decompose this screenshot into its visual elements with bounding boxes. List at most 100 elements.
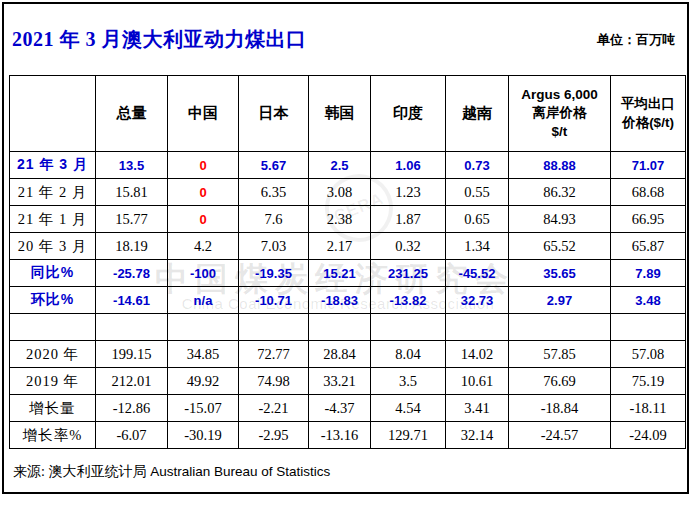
table-cell: 15.21 — [309, 260, 371, 287]
table-cell: 0.32 — [371, 233, 446, 260]
column-header: 日本 — [239, 76, 309, 152]
table-cell: 49.92 — [168, 368, 239, 395]
table-cell: 32.73 — [446, 287, 509, 314]
table-cell: 76.69 — [509, 368, 611, 395]
row-label: 21 年 3 月 — [10, 152, 96, 179]
table-cell: 231.25 — [371, 260, 446, 287]
table-cell: 88.88 — [509, 152, 611, 179]
table-cell: 129.71 — [371, 422, 446, 449]
table-row: 2019 年212.0149.9274.9833.213.510.6176.69… — [10, 368, 686, 395]
column-header: 平均出口价格($/t) — [611, 76, 686, 152]
table-cell: -13.16 — [309, 422, 371, 449]
table-cell: 32.14 — [446, 422, 509, 449]
row-label: 2019 年 — [10, 368, 96, 395]
table-cell: 0 — [168, 179, 239, 206]
table-cell: 15.77 — [96, 206, 168, 233]
row-label: 增长量 — [10, 395, 96, 422]
table-cell: -24.09 — [611, 422, 686, 449]
table-cell — [309, 314, 371, 341]
row-label: 21 年 2 月 — [10, 179, 96, 206]
table-cell: 65.52 — [509, 233, 611, 260]
table-cell: 71.07 — [611, 152, 686, 179]
table-cell: 66.95 — [611, 206, 686, 233]
table-cell: 0.65 — [446, 206, 509, 233]
table-header-row: 总量中国日本韩国印度越南Argus 6,000离岸价格$/t平均出口价格($/t… — [10, 76, 686, 152]
table-cell: 212.01 — [96, 368, 168, 395]
table-cell: -2.95 — [239, 422, 309, 449]
row-label: 环比% — [10, 287, 96, 314]
table-cell: 4.54 — [371, 395, 446, 422]
table-row: 增长量-12.86-15.07-2.21-4.374.543.41-18.84-… — [10, 395, 686, 422]
table-row: 2020 年199.1534.8572.7728.848.0414.0257.8… — [10, 341, 686, 368]
column-header — [10, 76, 96, 152]
table-cell: 14.02 — [446, 341, 509, 368]
table-cell: 1.06 — [371, 152, 446, 179]
table-cell: 1.34 — [446, 233, 509, 260]
table-cell — [611, 314, 686, 341]
table-cell: -100 — [168, 260, 239, 287]
table-cell: 2.5 — [309, 152, 371, 179]
row-label: 增长率% — [10, 422, 96, 449]
table-cell: 0 — [168, 206, 239, 233]
table-cell: 199.15 — [96, 341, 168, 368]
table-cell: -45.52 — [446, 260, 509, 287]
table-cell: 72.77 — [239, 341, 309, 368]
table-cell: 3.08 — [309, 179, 371, 206]
column-header: 总量 — [96, 76, 168, 152]
table-cell: 2.97 — [509, 287, 611, 314]
table-cell: 84.93 — [509, 206, 611, 233]
table-cell: 65.87 — [611, 233, 686, 260]
table-cell: 68.68 — [611, 179, 686, 206]
column-header: 印度 — [371, 76, 446, 152]
table-cell: 7.89 — [611, 260, 686, 287]
table-cell: 75.19 — [611, 368, 686, 395]
table-cell — [371, 314, 446, 341]
table-cell: -4.37 — [309, 395, 371, 422]
table-cell: -18.83 — [309, 287, 371, 314]
table-row: 增长率%-6.07-30.19-2.95-13.16129.7132.14 -24… — [10, 422, 686, 449]
table-cell: -12.86 — [96, 395, 168, 422]
table-cell: 2.17 — [309, 233, 371, 260]
table-cell: 4.2 — [168, 233, 239, 260]
table-cell: 8.04 — [371, 341, 446, 368]
table-row: 21 年 2 月15.8106.353.081.230.5586.3268.68 — [10, 179, 686, 206]
table-cell: 33.21 — [309, 368, 371, 395]
table-cell — [168, 314, 239, 341]
table-cell: 1.87 — [371, 206, 446, 233]
table-cell: n/a — [168, 287, 239, 314]
table-cell: 3.48 — [611, 287, 686, 314]
table-cell: -13.82 — [371, 287, 446, 314]
page-frame: 2021 年 3 月澳大利亚动力煤出口 单位：百万吨 总量中国日本韩国印度越南A… — [2, 2, 689, 494]
table-row: 21 年 3 月13.505.672.51.060.7388.8871.07 — [10, 152, 686, 179]
table-cell: -25.78 — [96, 260, 168, 287]
table-cell: 7.03 — [239, 233, 309, 260]
table-cell: -10.71 — [239, 287, 309, 314]
column-header: 韩国 — [309, 76, 371, 152]
row-label — [10, 314, 96, 341]
row-label: 同比% — [10, 260, 96, 287]
table-cell: 57.85 — [509, 341, 611, 368]
table-row: 21 年 1 月15.7707.62.381.870.6584.9366.95 — [10, 206, 686, 233]
table-cell: 1.23 — [371, 179, 446, 206]
table-cell: -18.11 — [611, 395, 686, 422]
table-row — [10, 314, 686, 341]
row-label: 20 年 3 月 — [10, 233, 96, 260]
table-cell: -6.07 — [96, 422, 168, 449]
table-cell: 0.73 — [446, 152, 509, 179]
table-cell: -30.19 — [168, 422, 239, 449]
table-cell: 57.08 — [611, 341, 686, 368]
table-cell: -19.35 — [239, 260, 309, 287]
table-row: 20 年 3 月18.194.27.032.170.321.3465.5265.… — [10, 233, 686, 260]
table-cell: 7.6 — [239, 206, 309, 233]
table-cell: 13.5 — [96, 152, 168, 179]
row-label: 21 年 1 月 — [10, 206, 96, 233]
table-cell: 18.19 — [96, 233, 168, 260]
table-cell: -15.07 — [168, 395, 239, 422]
table-body: 21 年 3 月13.505.672.51.060.7388.8871.0721… — [10, 152, 686, 449]
table-cell — [96, 314, 168, 341]
table-cell: 74.98 — [239, 368, 309, 395]
table-cell: 35.65 — [509, 260, 611, 287]
column-header: 越南 — [446, 76, 509, 152]
data-table: 总量中国日本韩国印度越南Argus 6,000离岸价格$/t平均出口价格($/t… — [9, 75, 686, 449]
table-cell: 15.81 — [96, 179, 168, 206]
